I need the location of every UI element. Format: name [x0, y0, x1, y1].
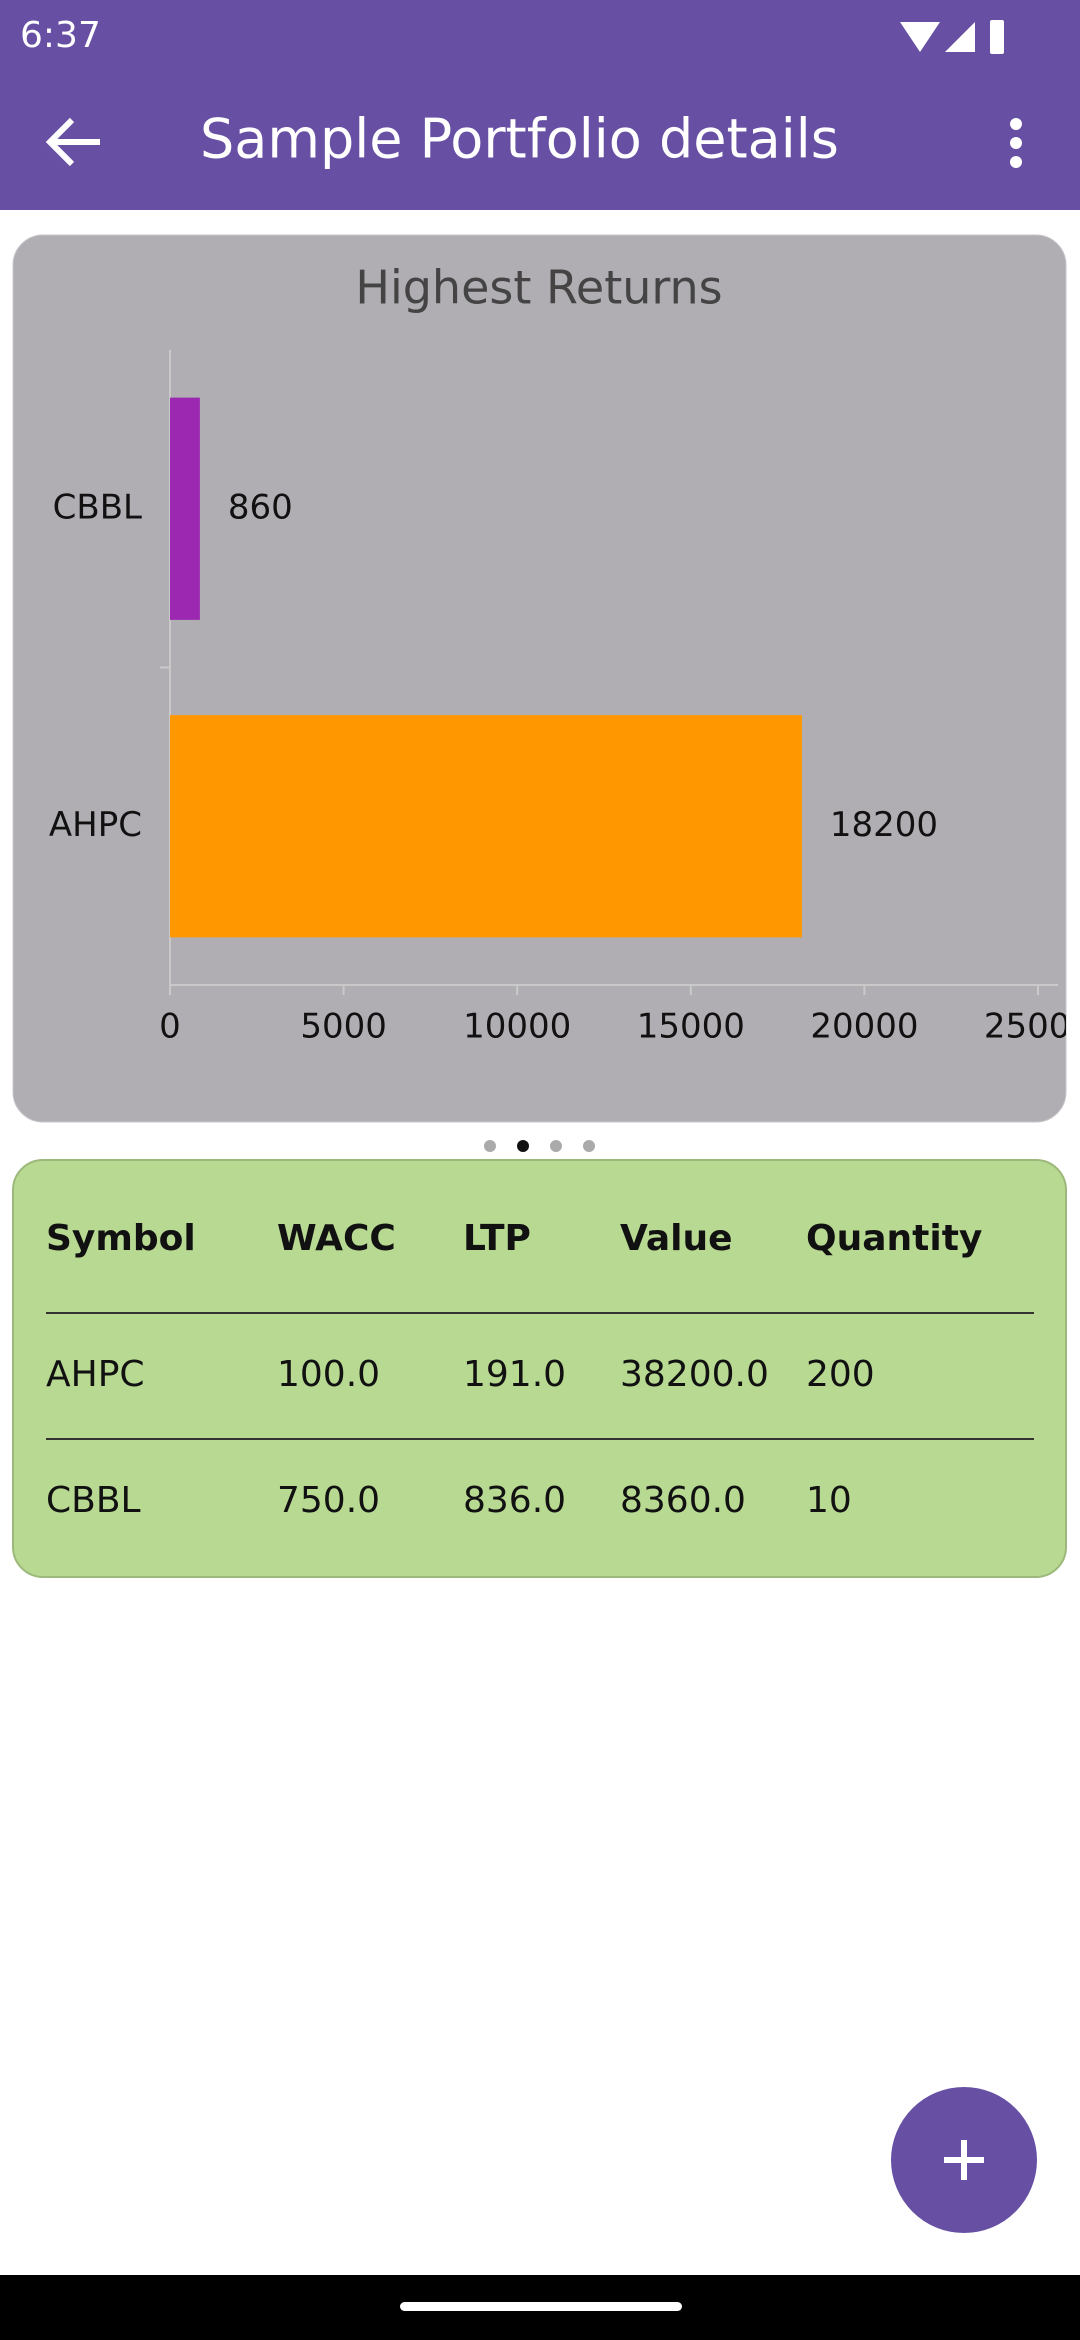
- table-cell: AHPC: [46, 1354, 145, 1395]
- page-indicator: [484, 1140, 595, 1152]
- home-handle[interactable]: [400, 2302, 682, 2311]
- x-tick-label: 0: [159, 1007, 181, 1047]
- app-bar: [0, 0, 1080, 210]
- chart-title: Highest Returns: [355, 261, 722, 315]
- table-cell: 200: [806, 1354, 875, 1395]
- table-cell: 10: [806, 1480, 852, 1521]
- add-icon: [944, 2140, 984, 2180]
- table: Symbol WACC LTP Value Quantity AHPC 100.0 191.0…: [46, 1218, 1034, 1521]
- table-header: Quantity: [806, 1218, 982, 1259]
- value-label: 860: [228, 487, 293, 527]
- table-cell: 8360.0: [620, 1480, 746, 1521]
- back-button[interactable]: [45, 117, 100, 167]
- y-tick-label: CBBL: [53, 487, 142, 527]
- x-tick-label: 10000: [463, 1007, 571, 1047]
- y-tick-label: AHPC: [49, 805, 142, 845]
- overflow-menu[interactable]: [1010, 118, 1022, 168]
- battery-icon: [990, 20, 1004, 54]
- x-tick-label: 20000: [810, 1007, 918, 1047]
- status-icons: [900, 20, 1004, 54]
- bar: [170, 397, 200, 620]
- table-header: Symbol: [46, 1218, 196, 1259]
- wifi-icon: [900, 22, 940, 52]
- table-cell: 836.0: [463, 1480, 566, 1521]
- app-bar-title: Sample Portfolio details: [200, 108, 839, 171]
- table-card: [12, 1159, 1067, 1578]
- chart: Highest Returns 0 5000 10000 15000 20000 2500…: [49, 261, 1080, 1047]
- table-cell: CBBL: [46, 1480, 141, 1521]
- signal-icon: [945, 22, 975, 52]
- table-header: Value: [620, 1218, 733, 1259]
- table-cell: 750.0: [277, 1480, 380, 1521]
- status-time: 6:37: [20, 15, 101, 56]
- x-tick-label: 25000: [984, 1007, 1080, 1047]
- table-cell: 191.0: [463, 1354, 566, 1395]
- x-tick-label: 15000: [637, 1007, 745, 1047]
- table-header: WACC: [277, 1218, 396, 1259]
- table-cell: 38200.0: [620, 1354, 769, 1395]
- x-tick-label: 5000: [300, 1007, 387, 1047]
- table-header: LTP: [463, 1218, 531, 1259]
- bar: [170, 715, 802, 938]
- table-cell: 100.0: [277, 1354, 380, 1395]
- value-label: 18200: [830, 805, 938, 845]
